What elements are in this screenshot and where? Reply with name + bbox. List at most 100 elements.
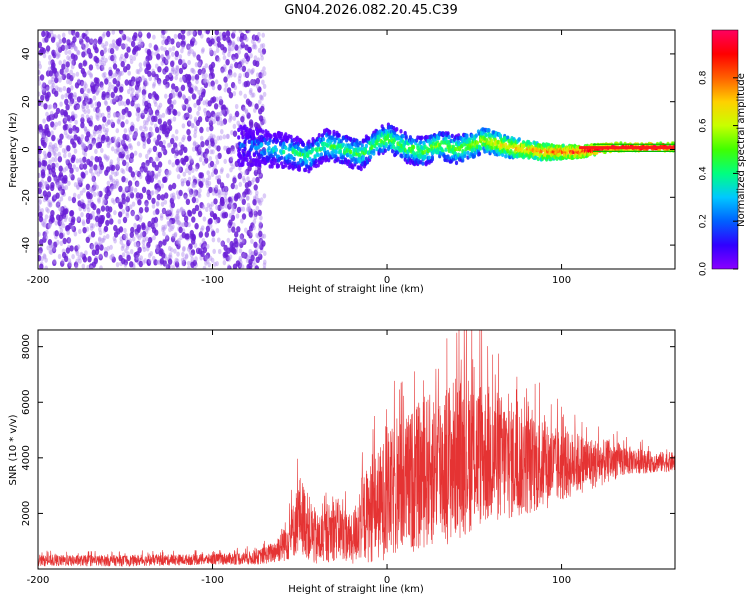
noise-blob	[90, 188, 94, 194]
noise-blob	[147, 193, 152, 201]
noise-blob	[217, 152, 222, 160]
noise-blob	[221, 50, 226, 56]
noise-blob	[66, 145, 71, 152]
noise-blob	[89, 134, 93, 140]
noise-blob	[143, 60, 147, 67]
noise-blob	[208, 223, 213, 229]
noise-blob	[55, 162, 59, 168]
signal-blob	[237, 158, 241, 164]
noise-blob	[242, 252, 246, 258]
noise-blob	[97, 87, 101, 93]
signal-blob	[403, 157, 407, 162]
noise-blob	[103, 47, 108, 53]
signal-blob	[504, 154, 508, 159]
noise-blob	[80, 67, 86, 75]
noise-blob	[236, 120, 240, 126]
signal-blob	[383, 148, 387, 153]
noise-blob	[46, 115, 51, 122]
noise-blob	[61, 73, 67, 81]
noise-blob	[52, 104, 57, 110]
signal-blob	[242, 152, 246, 157]
noise-blob	[121, 198, 127, 205]
noise-blob	[123, 128, 128, 134]
noise-blob	[136, 116, 140, 122]
noise-blob	[98, 36, 103, 43]
noise-blob	[120, 53, 124, 59]
signal-blob	[360, 143, 364, 148]
noise-blob	[59, 232, 64, 239]
noise-blob	[237, 172, 242, 180]
noise-blob	[192, 141, 197, 147]
noise-blob	[164, 93, 168, 99]
noise-blob	[55, 192, 60, 199]
signal-blob	[373, 143, 377, 149]
noise-blob	[44, 214, 49, 220]
noise-blob	[215, 261, 219, 267]
noise-blob	[165, 169, 169, 176]
noise-blob	[97, 198, 101, 204]
signal-blob	[284, 132, 288, 137]
noise-blob	[188, 243, 193, 250]
noise-blob	[248, 211, 253, 218]
noise-blob	[129, 54, 133, 61]
noise-blob	[101, 33, 106, 39]
noise-blob	[103, 48, 107, 54]
signal-blob	[320, 133, 325, 138]
noise-blob	[116, 118, 121, 124]
noise-blob	[226, 147, 231, 155]
signal-blob	[321, 137, 326, 142]
noise-blob	[180, 157, 185, 164]
noise-blob	[231, 205, 235, 211]
noise-blob	[196, 54, 201, 61]
noise-blob	[168, 93, 174, 100]
noise-blob	[116, 156, 121, 163]
noise-blob	[80, 212, 84, 218]
noise-blob	[143, 77, 148, 83]
noise-blob	[250, 68, 254, 75]
signal-blob	[316, 152, 320, 158]
noise-blob	[168, 227, 172, 233]
signal-blob	[479, 146, 483, 151]
noise-blob	[141, 239, 146, 245]
noise-blob	[157, 151, 162, 159]
noise-blob	[125, 210, 129, 216]
noise-blob	[193, 192, 197, 198]
noise-blob	[51, 166, 56, 173]
noise-blob	[137, 246, 142, 254]
noise-blob	[49, 110, 54, 116]
noise-blob	[181, 40, 186, 48]
noise-blob	[109, 47, 115, 55]
noise-blob	[148, 170, 152, 176]
signal-blob	[317, 133, 321, 138]
noise-blob	[258, 230, 263, 238]
noise-blob	[116, 141, 121, 148]
noise-blob	[229, 72, 233, 78]
noise-blob	[191, 122, 195, 128]
noise-blob	[161, 227, 165, 233]
x-tick-label: 0	[384, 275, 390, 286]
noise-blob	[128, 166, 133, 173]
noise-blob	[241, 238, 245, 244]
noise-blob	[205, 206, 209, 212]
noise-blob	[98, 128, 103, 134]
noise-blob	[99, 64, 105, 72]
noise-blob	[155, 244, 159, 250]
noise-blob	[140, 40, 144, 46]
noise-blob	[117, 40, 122, 47]
noise-blob	[210, 171, 215, 177]
noise-blob	[124, 52, 129, 59]
signal-blob	[280, 161, 284, 166]
noise-blob	[72, 192, 77, 198]
noise-blob	[144, 126, 148, 132]
noise-blob	[158, 140, 163, 147]
noise-blob	[67, 134, 71, 140]
noise-blob	[38, 80, 41, 86]
noise-blob	[85, 217, 91, 224]
noise-blob	[84, 99, 89, 105]
noise-blob	[81, 42, 85, 48]
noise-blob	[84, 83, 88, 89]
noise-blob	[257, 209, 262, 216]
noise-blob	[90, 231, 96, 238]
noise-blob	[210, 257, 215, 263]
